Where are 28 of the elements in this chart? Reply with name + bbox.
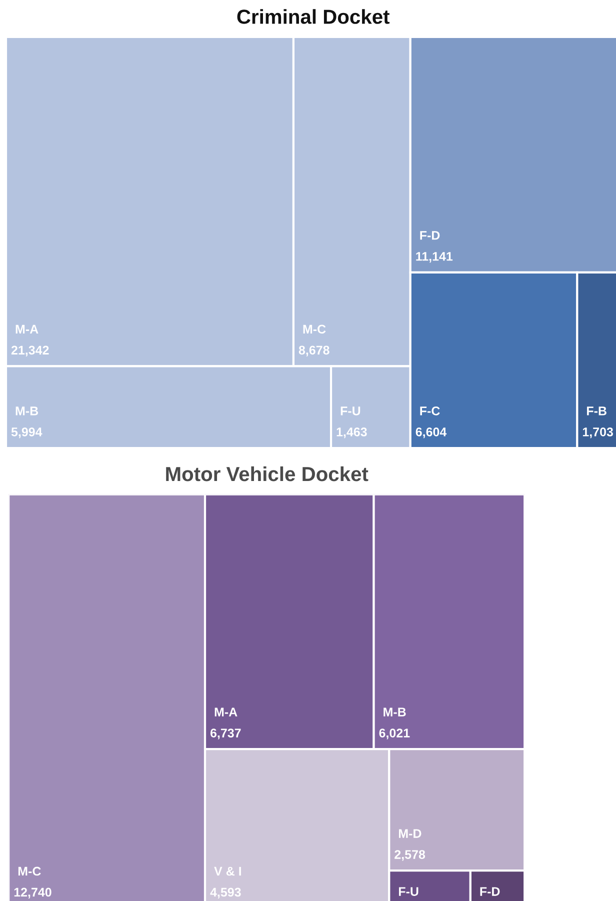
category-label: F-B [587,406,606,416]
data-label: 2,578 [394,850,426,861]
category-label: F-C [420,406,440,416]
data-label: 4,593 [210,888,241,898]
category-label: F-D [420,231,440,240]
data-label: 8,678 [298,346,330,356]
category-label: M-A [214,708,238,716]
category-label: V & I [214,866,241,876]
category-label: F-U [340,406,360,416]
category-label: M-D [398,829,422,838]
category-label: M-C [303,324,326,334]
data-label: 6,021 [379,728,410,740]
text: Criminal Docket [237,9,390,24]
category-label: F-D [480,887,500,896]
category-label: M-B [16,406,38,416]
data-label: 11,141 [416,252,453,263]
data-label: 12,740 [14,888,52,898]
category-label: M-C [18,866,41,876]
category-label: M-B [384,708,406,716]
text: Motor Vehicle Docket [166,466,368,482]
data-label: 6,737 [210,728,241,740]
data-label: 1,703 [582,428,614,438]
category-label: M-A [16,324,38,334]
data-label: 21,342 [11,346,49,356]
category-label: F-U [398,887,418,896]
data-label: 1,463 [336,428,367,438]
data-label: 5,994 [11,428,42,438]
data-label: 6,604 [416,428,447,438]
